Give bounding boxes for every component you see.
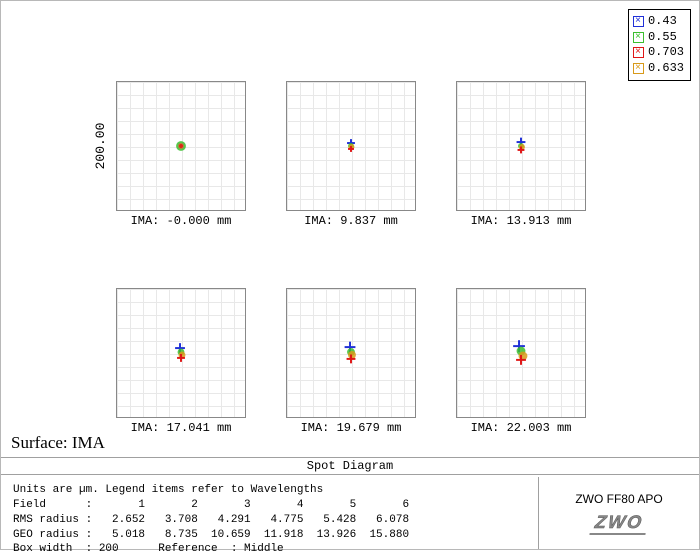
footer: Units are µm. Legend items refer to Wave… [1,477,699,549]
spot-grid: IMA: -0.000 mm IMA: 9.837 mm IMA: 13.913 m… [116,81,586,435]
legend-swatch [633,16,644,27]
legend-label: 0.43 [648,14,677,30]
spot-box [286,288,416,418]
spot-caption: IMA: 22.003 mm [456,418,586,435]
diagram-frame: 0.430.550.7030.633 200.00 IMA: -0.000 mm… [0,0,700,550]
spot-cell: IMA: 22.003 mm [456,288,586,435]
spot-box [116,288,246,418]
spot-box [456,288,586,418]
spot-caption: IMA: 17.041 mm [116,418,246,435]
legend-label: 0.633 [648,61,684,77]
legend-item: 0.703 [633,45,684,61]
spot-canvas [457,82,585,210]
spot-canvas [117,82,245,210]
spot-caption: IMA: -0.000 mm [116,211,246,228]
y-scale-label: 200.00 [93,0,108,81]
product-name: ZWO FF80 APO [575,492,662,506]
spot-cell: IMA: 17.041 mm [116,288,246,435]
legend-item: 0.633 [633,61,684,77]
spot-canvas [117,289,245,417]
footer-brand-panel: ZWO FF80 APO ZWO [539,477,699,549]
spot-canvas [457,289,585,417]
brand-logo: ZWO [589,512,648,535]
legend-swatch [633,32,644,43]
spot-box [286,81,416,211]
legend-label: 0.703 [648,45,684,61]
diagram-title: Spot Diagram [1,457,699,475]
spot-cell: IMA: 13.913 mm [456,81,586,228]
surface-label: Surface: IMA [11,433,105,453]
spot-caption: IMA: 19.679 mm [286,418,416,435]
spot-caption: IMA: 13.913 mm [456,211,586,228]
spot-cell: IMA: 19.679 mm [286,288,416,435]
legend-item: 0.55 [633,30,684,46]
wavelength-legend: 0.430.550.7030.633 [628,9,691,81]
spot-canvas [287,82,415,210]
legend-label: 0.55 [648,30,677,46]
legend-swatch [633,63,644,74]
spot-canvas [287,289,415,417]
spot-box [116,81,246,211]
legend-item: 0.43 [633,14,684,30]
plot-area: 0.430.550.7030.633 200.00 IMA: -0.000 mm… [1,1,699,431]
footer-data-table: Units are µm. Legend items refer to Wave… [1,477,539,549]
spot-caption: IMA: 9.837 mm [286,211,416,228]
spot-box [456,81,586,211]
legend-swatch [633,47,644,58]
spot-cell: IMA: 9.837 mm [286,81,416,228]
spot-cell: IMA: -0.000 mm [116,81,246,228]
